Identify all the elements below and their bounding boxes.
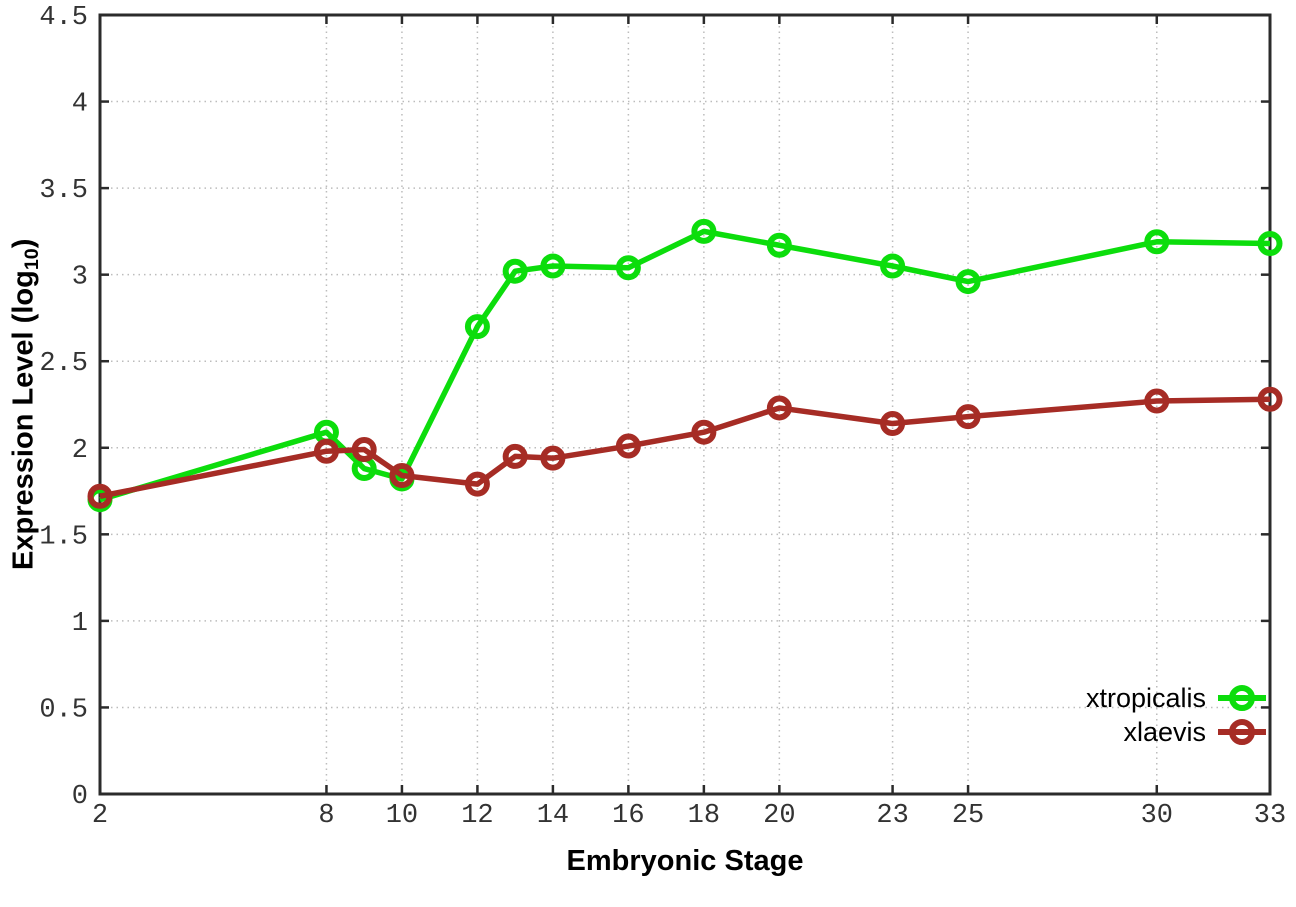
grid-lines xyxy=(100,15,1270,794)
series-xlaevis xyxy=(87,386,1283,509)
svg-text:33: 33 xyxy=(1254,801,1286,831)
svg-text:30: 30 xyxy=(1141,801,1173,831)
series-xtropicalis xyxy=(87,218,1283,513)
legend-label-xlaevis: xlaevis xyxy=(1123,716,1206,747)
legend-row-xlaevis: xlaevis xyxy=(1086,715,1266,749)
svg-text:23: 23 xyxy=(876,801,908,831)
x-axis-label: Embryonic Stage xyxy=(566,845,804,877)
legend-ring-icon xyxy=(1229,685,1255,711)
svg-text:12: 12 xyxy=(461,801,493,831)
y-axis-label: Expression Level (log10) xyxy=(8,239,45,570)
svg-text:14: 14 xyxy=(537,801,569,831)
svg-text:20: 20 xyxy=(763,801,795,831)
svg-text:1.5: 1.5 xyxy=(39,522,88,552)
legend-row-xtropicalis: xtropicalis xyxy=(1086,681,1266,715)
y-tick-labels: 0 0.5 1 1.5 2 2.5 3 3.5 4 4.5 xyxy=(39,3,88,812)
y-axis-label-wrap: Expression Level (log10) xyxy=(2,15,50,794)
svg-text:3: 3 xyxy=(72,263,88,293)
svg-text:0: 0 xyxy=(72,782,88,812)
svg-text:18: 18 xyxy=(688,801,720,831)
y-axis-label-main: Expression Level (log xyxy=(7,270,40,571)
y-axis-label-close: ) xyxy=(7,238,40,249)
svg-text:10: 10 xyxy=(386,801,418,831)
svg-text:16: 16 xyxy=(612,801,644,831)
legend-ring-icon xyxy=(1229,719,1255,745)
svg-text:3.5: 3.5 xyxy=(39,176,88,206)
svg-text:4: 4 xyxy=(72,90,88,120)
svg-text:4.5: 4.5 xyxy=(39,3,88,33)
legend-label-xtropicalis: xtropicalis xyxy=(1085,682,1206,713)
x-tick-labels: 2 8 10 12 14 16 18 20 23 25 30 33 xyxy=(92,801,1286,831)
y-axis-label-subscript: 10 xyxy=(21,248,44,271)
svg-text:2: 2 xyxy=(72,436,88,466)
plot-border xyxy=(98,13,1272,796)
svg-text:25: 25 xyxy=(952,801,984,831)
tick-marks xyxy=(98,13,1272,796)
svg-text:1: 1 xyxy=(72,609,88,639)
legend: xtropicalis xlaevis xyxy=(1086,681,1266,749)
xtropicalis-marker-icon xyxy=(1218,684,1266,712)
svg-text:2: 2 xyxy=(92,801,108,831)
svg-text:8: 8 xyxy=(318,801,334,831)
svg-text:2.5: 2.5 xyxy=(39,349,88,379)
xlaevis-marker-icon xyxy=(1218,718,1266,746)
svg-text:0.5: 0.5 xyxy=(39,695,88,725)
